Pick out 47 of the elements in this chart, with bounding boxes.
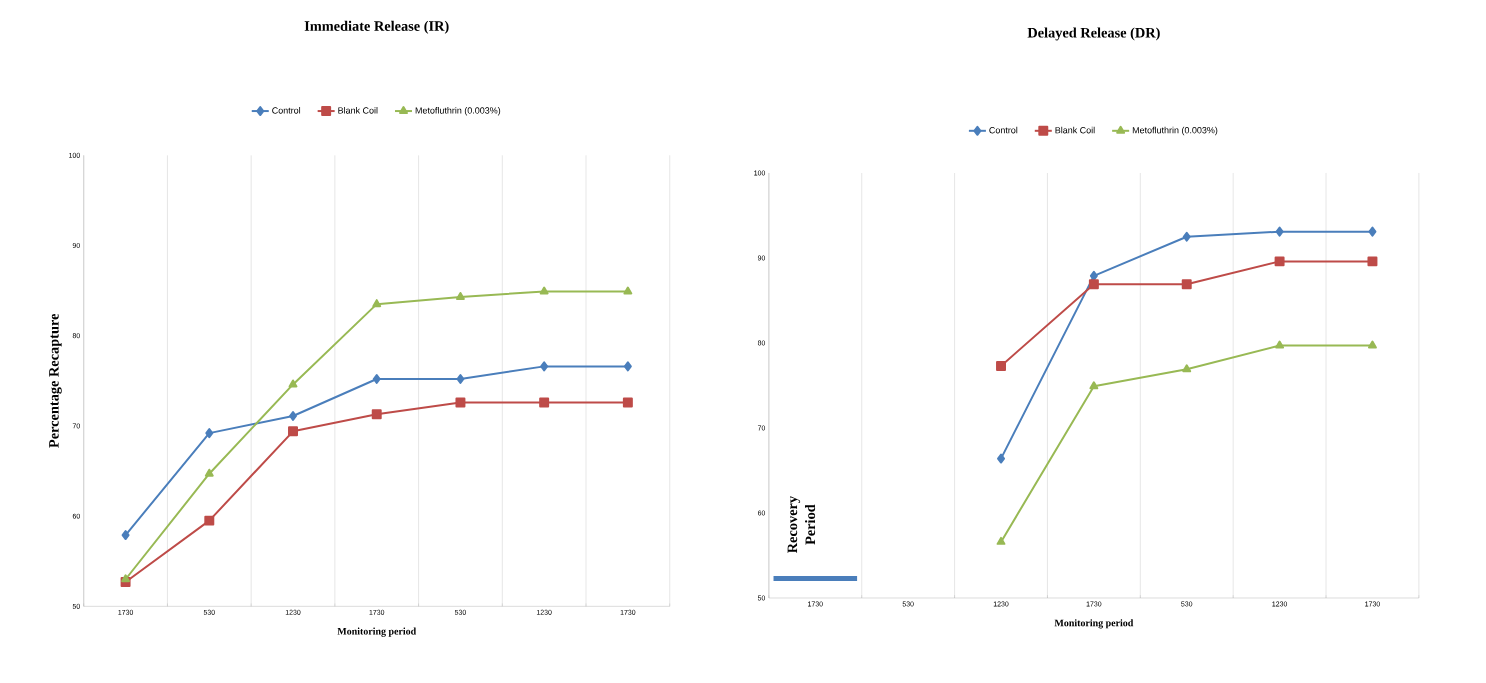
point: [1275, 226, 1284, 237]
point: [371, 409, 382, 420]
x-axis-title: Monitoring period: [337, 627, 417, 637]
point: [1275, 340, 1285, 349]
text: Recovery Period: [787, 496, 816, 554]
legend-label: Metofluthrin (0.003%): [1132, 126, 1218, 136]
point: [539, 286, 549, 295]
point: [996, 360, 1006, 371]
point: [455, 291, 465, 300]
chart-title: Delayed Release (DR): [1027, 27, 1160, 41]
legend-label: Blank Coil: [338, 107, 378, 114]
point: [204, 468, 214, 477]
point: [623, 361, 632, 372]
legend-label: Blank Coil: [1055, 126, 1095, 134]
point: [121, 574, 131, 583]
chart-title: Immediate Release (IR): [304, 20, 449, 34]
point: [204, 515, 215, 526]
point: [1182, 231, 1191, 242]
point: [540, 361, 549, 372]
point: [1367, 256, 1378, 267]
point: [456, 374, 465, 384]
point: [289, 411, 297, 421]
point: [121, 530, 130, 541]
point: [1089, 270, 1098, 281]
point: [1274, 256, 1285, 267]
point: [205, 428, 214, 439]
point: [1182, 364, 1192, 373]
point: [997, 453, 1006, 464]
point: [288, 426, 298, 437]
point: [539, 397, 550, 408]
y-axis-title: Percentage Recapture: [49, 313, 62, 448]
point: [622, 397, 633, 408]
point: [1181, 279, 1192, 290]
point: [1089, 381, 1099, 390]
x-axis-title: Monitoring period: [1054, 619, 1134, 629]
point: [288, 379, 298, 388]
point: [623, 286, 633, 295]
legend-label: Metofluthrin (0.003%): [415, 107, 501, 116]
point: [1368, 340, 1377, 349]
legend-label: Control: [989, 126, 1018, 134]
point: [1368, 226, 1377, 237]
point: [996, 536, 1006, 545]
point: [455, 397, 466, 408]
legend-label: Control: [272, 107, 301, 114]
point: [1088, 279, 1099, 290]
point: [372, 299, 382, 308]
point: [372, 374, 381, 384]
